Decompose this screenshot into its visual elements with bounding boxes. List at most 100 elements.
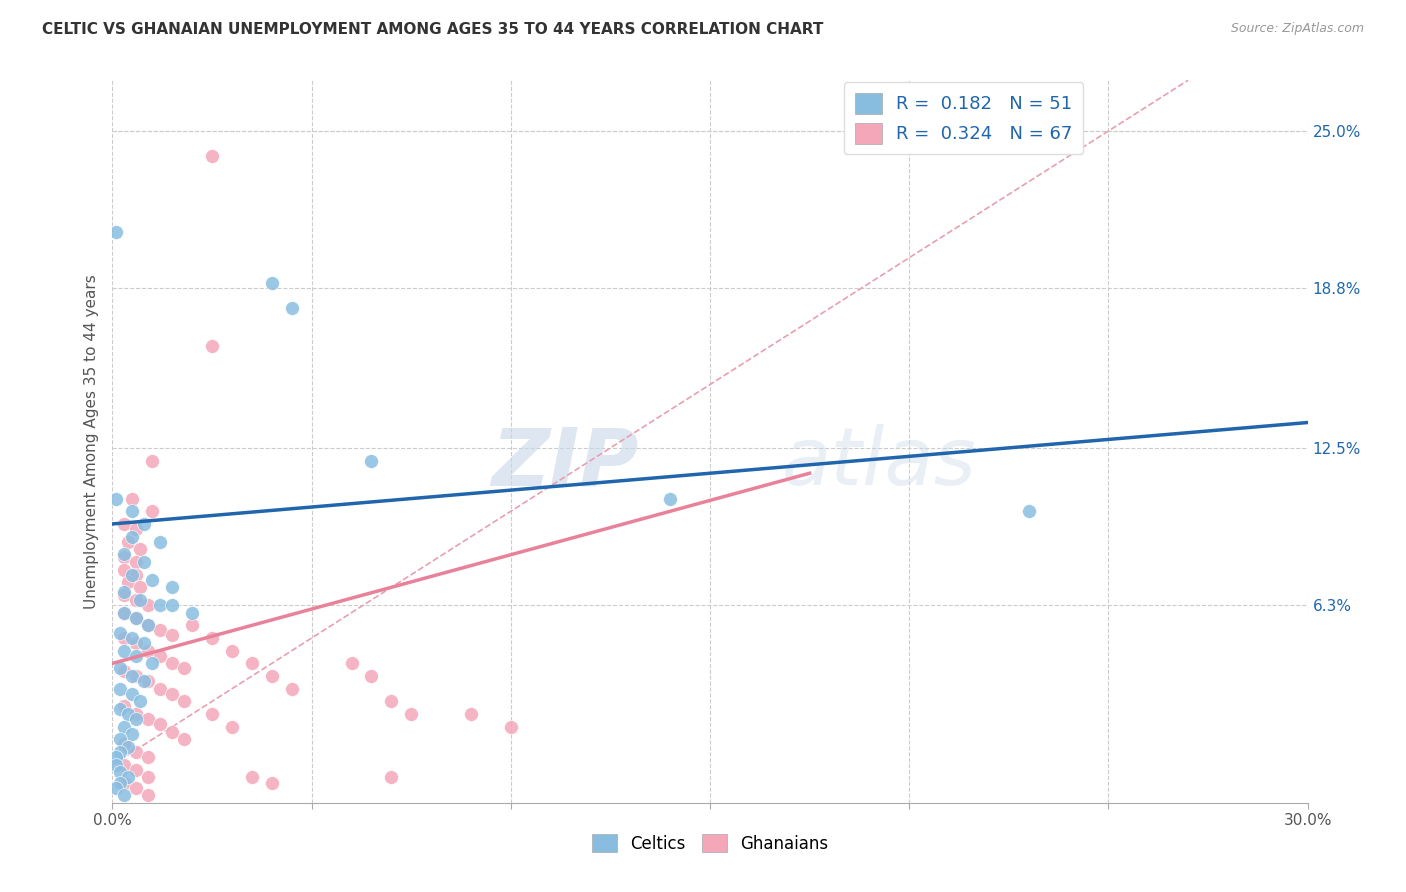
Point <box>181 606 204 620</box>
Point <box>114 788 135 802</box>
Point <box>121 669 143 683</box>
Point <box>141 504 163 518</box>
Point <box>138 788 160 802</box>
Point <box>110 775 132 789</box>
Point <box>162 724 183 739</box>
Point <box>114 588 135 602</box>
Point <box>114 699 135 714</box>
Text: CELTIC VS GHANAIAN UNEMPLOYMENT AMONG AGES 35 TO 44 YEARS CORRELATION CHART: CELTIC VS GHANAIAN UNEMPLOYMENT AMONG AG… <box>42 22 824 37</box>
Point <box>110 661 132 675</box>
Point <box>240 657 263 671</box>
Point <box>260 669 283 683</box>
Point <box>125 522 148 536</box>
Point <box>173 732 195 747</box>
Point <box>499 720 522 734</box>
Point <box>162 580 183 594</box>
Point <box>141 573 163 587</box>
Point <box>138 674 160 689</box>
Point <box>162 657 183 671</box>
Point <box>173 661 195 675</box>
Point <box>240 771 263 785</box>
Point <box>110 626 132 640</box>
Point <box>114 549 135 564</box>
Point <box>162 687 183 701</box>
Point <box>114 738 135 752</box>
Point <box>201 339 224 353</box>
Point <box>114 516 135 531</box>
Point <box>162 598 183 612</box>
Point <box>110 702 132 716</box>
Point <box>105 491 128 506</box>
Point <box>117 707 139 722</box>
Point <box>134 636 156 650</box>
Point <box>138 598 160 612</box>
Point <box>121 687 143 701</box>
Point <box>125 763 148 777</box>
Point <box>138 618 160 632</box>
Point <box>162 628 183 642</box>
Point <box>125 636 148 650</box>
Point <box>125 780 148 795</box>
Point <box>340 657 363 671</box>
Point <box>149 681 172 696</box>
Point <box>125 611 148 625</box>
Point <box>129 542 152 557</box>
Point <box>114 547 135 561</box>
Point <box>125 648 148 663</box>
Point <box>117 771 139 785</box>
Point <box>121 504 143 518</box>
Point <box>110 765 132 780</box>
Point <box>138 643 160 657</box>
Point <box>121 727 143 741</box>
Point <box>121 530 143 544</box>
Point <box>125 611 148 625</box>
Point <box>125 593 148 607</box>
Point <box>149 624 172 638</box>
Point <box>141 657 163 671</box>
Point <box>129 694 152 708</box>
Point <box>360 453 382 467</box>
Text: atlas: atlas <box>782 425 977 502</box>
Point <box>114 606 135 620</box>
Point <box>114 643 135 657</box>
Point <box>360 669 382 683</box>
Point <box>173 694 195 708</box>
Point <box>125 712 148 726</box>
Text: ZIP: ZIP <box>491 425 638 502</box>
Point <box>659 491 682 506</box>
Point <box>121 631 143 645</box>
Point <box>149 534 172 549</box>
Point <box>201 149 224 163</box>
Point <box>149 717 172 731</box>
Text: Source: ZipAtlas.com: Source: ZipAtlas.com <box>1230 22 1364 36</box>
Point <box>281 681 304 696</box>
Point <box>110 745 132 759</box>
Point <box>149 598 172 612</box>
Point <box>114 585 135 599</box>
Point <box>114 606 135 620</box>
Point <box>125 707 148 722</box>
Point <box>201 707 224 722</box>
Point <box>181 618 204 632</box>
Point <box>114 720 135 734</box>
Point <box>105 226 128 240</box>
Point <box>260 775 283 789</box>
Point <box>134 555 156 569</box>
Point <box>114 563 135 577</box>
Point <box>401 707 423 722</box>
Point <box>380 694 402 708</box>
Point <box>149 648 172 663</box>
Point <box>117 575 139 590</box>
Point <box>110 732 132 747</box>
Point <box>138 712 160 726</box>
Point <box>110 681 132 696</box>
Point <box>125 669 148 683</box>
Y-axis label: Unemployment Among Ages 35 to 44 years: Unemployment Among Ages 35 to 44 years <box>83 274 98 609</box>
Point <box>281 301 304 316</box>
Point <box>134 674 156 689</box>
Point <box>117 739 139 754</box>
Point <box>121 491 143 506</box>
Point <box>1018 504 1040 518</box>
Point <box>125 745 148 759</box>
Point <box>141 453 163 467</box>
